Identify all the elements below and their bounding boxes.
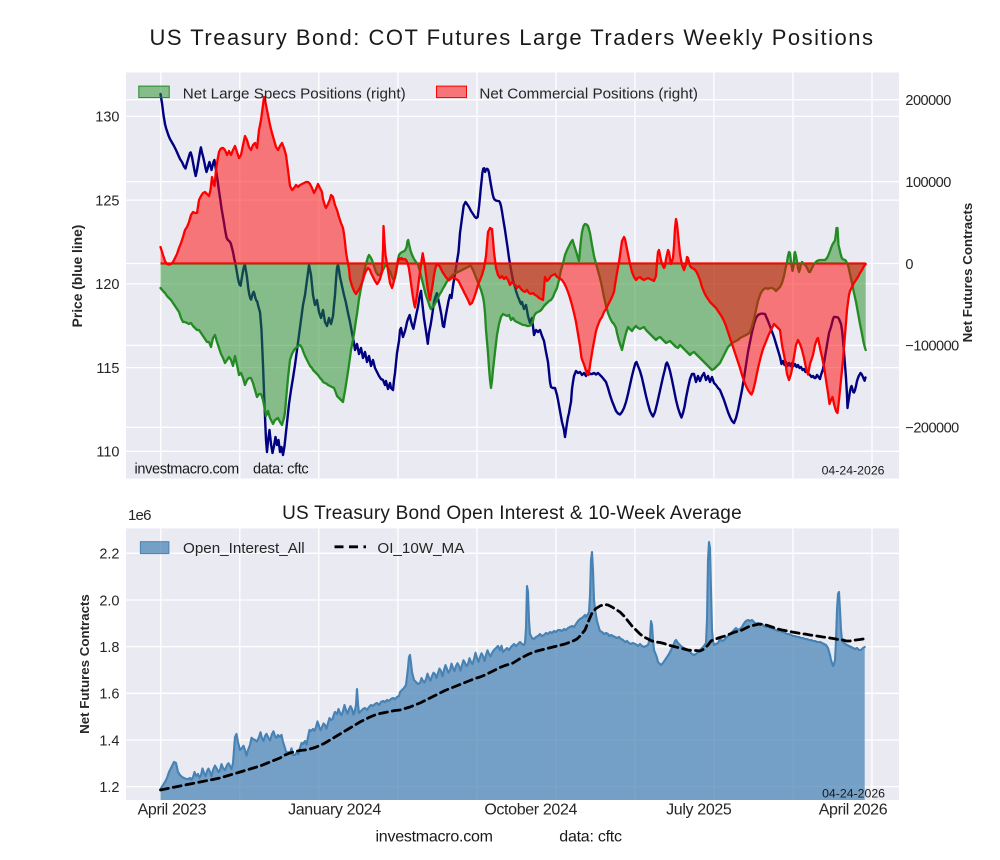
- svg-text:Net Large Specs Positions (rig: Net Large Specs Positions (right): [183, 85, 406, 102]
- svg-text:Net Commercial Positions (righ: Net Commercial Positions (right): [479, 85, 698, 102]
- svg-text:120: 120: [95, 277, 119, 293]
- svg-text:2.2: 2.2: [99, 547, 119, 563]
- svg-text:Net Futures Contracts: Net Futures Contracts: [77, 594, 92, 734]
- svg-text:Open_Interest_All: Open_Interest_All: [183, 540, 305, 557]
- svg-text:Net Futures Contracts: Net Futures Contracts: [960, 203, 975, 343]
- svg-text:−100000: −100000: [905, 339, 959, 355]
- svg-text:1.4: 1.4: [99, 733, 119, 749]
- svg-text:investmacro.com: investmacro.com: [135, 462, 240, 478]
- svg-text:0: 0: [905, 257, 913, 273]
- svg-text:data: cftc: data: cftc: [253, 462, 308, 478]
- svg-text:April 2026: April 2026: [819, 802, 888, 819]
- svg-text:04-24-2026: 04-24-2026: [822, 464, 885, 478]
- svg-text:110: 110: [96, 445, 119, 461]
- svg-text:1.8: 1.8: [99, 640, 119, 656]
- svg-text:July 2025: July 2025: [666, 802, 732, 819]
- svg-text:US Treasury Bond Open Interest: US Treasury Bond Open Interest & 10-Week…: [282, 503, 742, 524]
- svg-text:April 2023: April 2023: [138, 802, 207, 819]
- svg-text:115: 115: [96, 361, 119, 377]
- svg-text:Price (blue line): Price (blue line): [70, 225, 85, 328]
- svg-text:data: cftc: data: cftc: [559, 829, 622, 846]
- svg-text:130: 130: [95, 110, 119, 126]
- svg-text:04-24-2026: 04-24-2026: [822, 787, 885, 801]
- svg-text:100000: 100000: [905, 175, 951, 191]
- svg-text:October 2024: October 2024: [484, 802, 577, 819]
- svg-text:US Treasury Bond: COT Futures: US Treasury Bond: COT Futures Large Trad…: [149, 25, 874, 50]
- svg-text:125: 125: [95, 193, 119, 209]
- svg-text:investmacro.com: investmacro.com: [376, 829, 493, 846]
- svg-text:2.0: 2.0: [99, 593, 119, 609]
- svg-text:1.6: 1.6: [99, 687, 119, 703]
- svg-text:OI_10W_MA: OI_10W_MA: [377, 540, 465, 557]
- svg-text:1.2: 1.2: [99, 780, 119, 796]
- svg-text:200000: 200000: [905, 93, 951, 109]
- svg-text:−200000: −200000: [905, 421, 959, 437]
- svg-text:1e6: 1e6: [128, 507, 151, 524]
- svg-text:January 2024: January 2024: [288, 802, 381, 819]
